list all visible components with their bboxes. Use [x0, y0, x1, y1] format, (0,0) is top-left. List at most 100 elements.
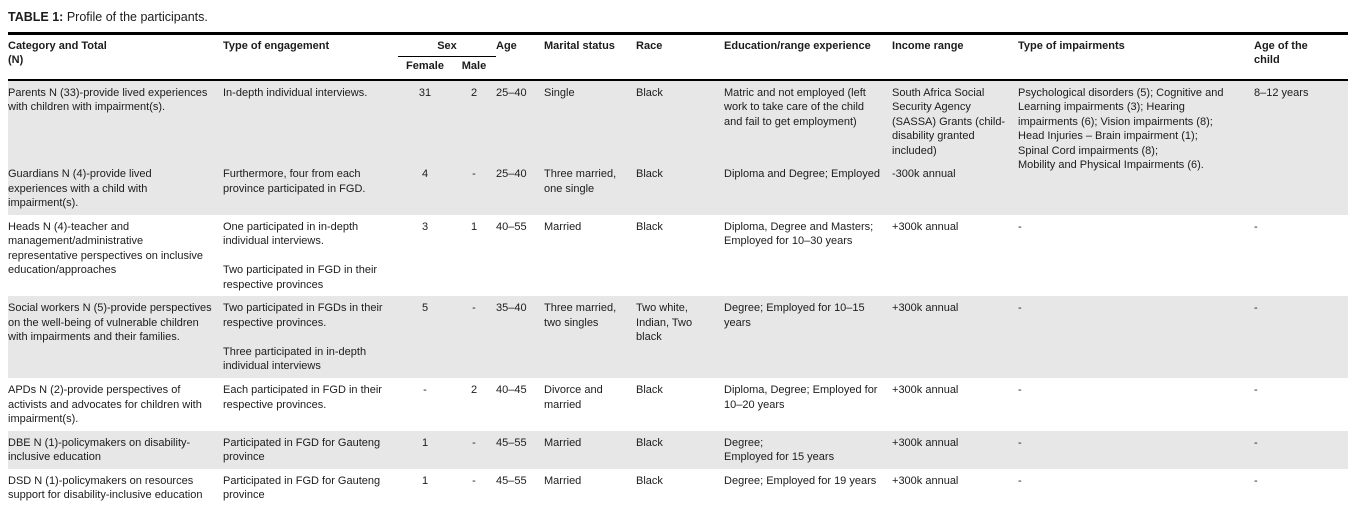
cell-category: Social workers N (5)-provide perspective… — [8, 296, 223, 379]
cell-education: Matric and not employed (left work to ta… — [724, 79, 893, 163]
cell-category: DBE N (1)-policymakers on disability-inc… — [8, 430, 223, 469]
col-education: Education/range experience — [724, 33, 893, 81]
cell-income: +300k annual — [892, 220, 959, 233]
table-title-text: Profile of the participants. — [66, 10, 208, 24]
cell-female: 1 — [398, 430, 452, 469]
col-sex-group: Sex — [398, 33, 497, 57]
table-row-guardians: Guardians N (4)-provide lived experience… — [8, 162, 1348, 215]
table-row-apds: APDs N (2)-provide perspectives of activ… — [8, 378, 1348, 431]
cell-age-child: - — [1254, 474, 1258, 487]
cell-category: Heads N (4)-teacher and management/admin… — [8, 220, 204, 277]
cell-income: South Africa Social Security Agency (SAS… — [892, 79, 1019, 163]
table-row-dbe: DBE N (1)-policymakers on disability-inc… — [8, 430, 1349, 469]
cell-race: Two white, Indian, Two black — [636, 296, 725, 379]
col-category: Category and Total (N) — [8, 33, 223, 81]
col-impairments: Type of impairments — [1018, 33, 1255, 81]
cell-age-child: 8–12 years — [1254, 79, 1349, 215]
col-marital-status: Marital status — [544, 33, 637, 81]
cell-education: Diploma, Degree; Employed for 10–20 year… — [724, 384, 878, 411]
cell-age-child: - — [1254, 220, 1258, 233]
col-age: Age — [496, 33, 545, 81]
cell-education: Degree; Employed for 19 years — [724, 474, 877, 487]
cell-marital: Married — [544, 220, 582, 233]
col-sex-male: Male — [452, 56, 497, 81]
cell-male: - — [452, 162, 497, 215]
table-title-label: TABLE 1: — [8, 10, 64, 24]
cell-female: 5 — [398, 296, 452, 379]
cell-engagement: One participated in in-depth individual … — [223, 220, 378, 291]
cell-female: 31 — [398, 79, 452, 163]
cell-race: Black — [636, 384, 663, 397]
cell-race: Black — [636, 220, 663, 233]
cell-male: - — [452, 296, 497, 379]
cell-male: 2 — [452, 79, 497, 163]
cell-income: +300k annual — [892, 296, 1019, 379]
cell-age: 25–40 — [496, 162, 545, 215]
cell-marital: Three married, two singles — [544, 296, 637, 379]
cell-male: 1 — [470, 220, 478, 233]
cell-female: - — [423, 384, 427, 397]
cell-age-child: - — [1254, 384, 1258, 397]
cell-marital: Married — [544, 430, 637, 469]
table-title: TABLE 1: Profile of the participants. — [8, 10, 1348, 25]
cell-education: Diploma, Degree and Masters; Employed fo… — [724, 220, 874, 248]
cell-category: Guardians N (4)-provide lived experience… — [8, 162, 223, 215]
col-income-range: Income range — [892, 33, 1019, 81]
col-sex-female: Female — [398, 56, 452, 81]
cell-engagement: Participated in FGD for Gauteng province — [223, 430, 398, 469]
cell-age: 45–55 — [496, 430, 545, 469]
cell-engagement: Furthermore, four from each province par… — [223, 162, 398, 215]
cell-marital: Three married, one single — [544, 162, 637, 215]
cell-female: 3 — [421, 220, 429, 233]
cell-education: Diploma and Degree; Employed — [724, 162, 893, 215]
cell-race: Black — [636, 474, 663, 487]
cell-female: 4 — [398, 162, 452, 215]
col-engagement: Type of engagement — [223, 33, 398, 81]
col-race: Race — [636, 33, 725, 81]
cell-education: Degree; Employed for 10–15 years — [724, 296, 893, 379]
cell-impairments: - — [1018, 220, 1022, 233]
cell-income: +300k annual — [892, 384, 959, 397]
cell-female: 1 — [421, 474, 429, 487]
cell-race: Black — [636, 162, 725, 215]
cell-age: 35–40 — [496, 296, 545, 379]
cell-education: Degree; Employed for 15 years — [724, 430, 893, 469]
cell-impairments: - — [1018, 474, 1022, 487]
table-row-dsd: DSD N (1)-policymakers on resources supp… — [8, 469, 1348, 509]
cell-engagement: Participated in FGD for Gauteng province — [223, 474, 381, 502]
cell-male: - — [472, 474, 476, 487]
cell-marital: Single — [544, 79, 637, 163]
cell-category: APDs N (2)-provide perspectives of activ… — [8, 384, 202, 426]
cell-impairments: - — [1018, 430, 1255, 469]
cell-age: 45–55 — [496, 474, 527, 487]
cell-impairments: - — [1018, 384, 1022, 397]
cell-marital: Divorce and married — [544, 384, 603, 411]
table-row-social-workers: Social workers N (5)-provide perspective… — [8, 296, 1349, 379]
cell-income: +300k annual — [892, 430, 1019, 469]
cell-age-child: - — [1254, 296, 1349, 379]
cell-male: 2 — [470, 384, 478, 397]
cell-impairments: - — [1018, 296, 1255, 379]
cell-race: Black — [636, 79, 725, 163]
cell-category: Parents N (33)-provide lived experiences… — [8, 79, 223, 163]
cell-male: - — [452, 430, 497, 469]
cell-engagement: Each participated in FGD in their respec… — [223, 384, 382, 411]
cell-age-child: - — [1254, 430, 1349, 469]
cell-race: Black — [636, 430, 725, 469]
table-row-parents: Parents N (33)-provide lived experiences… — [8, 79, 1349, 215]
participants-table: Category and Total (N) Type of engagemen… — [8, 32, 1349, 509]
cell-category: DSD N (1)-policymakers on resources supp… — [8, 474, 203, 502]
cell-engagement: In-depth individual interviews. — [223, 79, 398, 163]
cell-age: 25–40 — [496, 79, 545, 163]
cell-age: 40–55 — [496, 220, 527, 233]
table-body: Parents N (33)-provide lived experiences… — [8, 79, 1349, 509]
cell-income: +300k annual — [892, 474, 959, 487]
cell-impairments: Psychological disorders (5); Cognitive a… — [1018, 79, 1255, 215]
cell-marital: Married — [544, 474, 582, 487]
cell-income: -300k annual — [892, 162, 1019, 215]
cell-engagement: Two participated in FGDs in their respec… — [223, 296, 398, 379]
cell-age: 40–45 — [496, 384, 527, 397]
table-header: Category and Total (N) Type of engagemen… — [8, 33, 1349, 81]
table-row-heads: Heads N (4)-teacher and management/admin… — [8, 215, 1348, 297]
